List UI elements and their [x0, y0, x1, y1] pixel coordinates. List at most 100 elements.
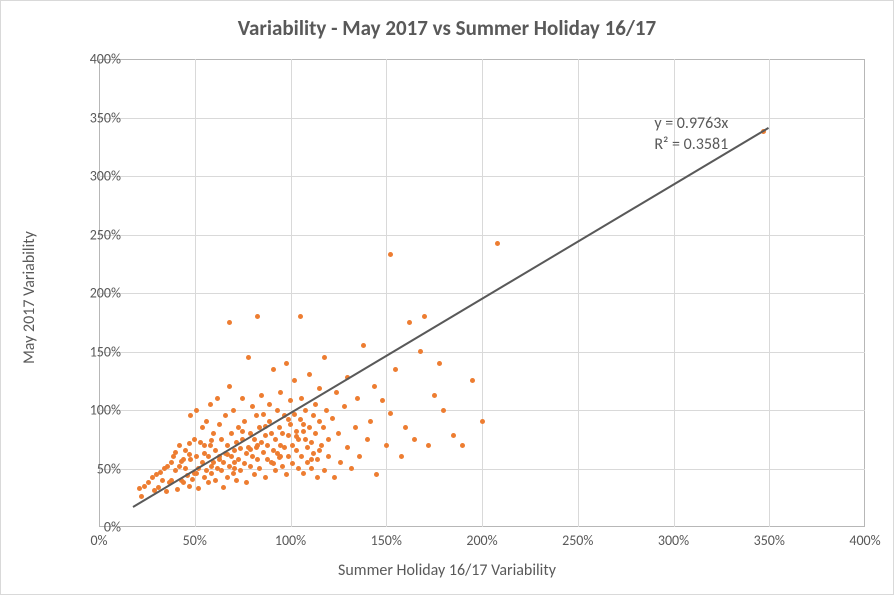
scatter-point: [313, 431, 318, 436]
y-tick: 150%: [90, 343, 121, 360]
x-tick: 50%: [183, 532, 207, 549]
scatter-point: [227, 384, 232, 389]
x-tick: 250%: [562, 532, 593, 549]
scatter-point: [336, 431, 341, 436]
scatter-point: [227, 320, 232, 325]
scatter-point: [208, 402, 213, 407]
scatter-point: [311, 451, 316, 456]
scatter-point: [240, 396, 245, 401]
scatter-point: [317, 419, 322, 424]
scatter-point: [250, 404, 255, 409]
scatter-point: [194, 408, 199, 413]
scatter-point: [284, 361, 289, 366]
scatter-point: [290, 443, 295, 448]
y-tick: 250%: [90, 226, 121, 243]
scatter-point: [267, 402, 272, 407]
gridline-h: [99, 352, 865, 353]
scatter-point: [202, 443, 207, 448]
y-tick: 0%: [104, 519, 121, 536]
scatter-point: [277, 425, 282, 430]
scatter-point: [303, 408, 308, 413]
scatter-point: [403, 425, 408, 430]
scatter-point: [338, 460, 343, 465]
gridline-h: [99, 410, 865, 411]
scatter-point: [294, 429, 299, 434]
scatter-point: [273, 437, 278, 442]
scatter-point: [426, 443, 431, 448]
scatter-point: [139, 494, 144, 499]
scatter-point: [286, 417, 291, 422]
scatter-point: [248, 464, 253, 469]
scatter-point: [227, 464, 232, 469]
scatter-point: [181, 480, 186, 485]
scatter-point: [177, 464, 182, 469]
scatter-point: [204, 419, 209, 424]
scatter-point: [374, 472, 379, 477]
gridline-h: [99, 176, 865, 177]
scatter-point: [451, 433, 456, 438]
chart-title: Variability - May 2017 vs Summer Holiday…: [1, 15, 893, 41]
scatter-point: [164, 489, 169, 494]
scatter-point: [365, 437, 370, 442]
scatter-point: [330, 416, 335, 421]
scatter-point: [217, 422, 222, 427]
scatter-point: [355, 396, 360, 401]
scatter-point: [342, 404, 347, 409]
scatter-point: [261, 450, 266, 455]
scatter-point: [229, 431, 234, 436]
scatter-point: [179, 459, 184, 464]
x-tick: 350%: [754, 532, 785, 549]
scatter-point: [200, 425, 205, 430]
scatter-point: [137, 486, 142, 491]
scatter-point: [319, 443, 324, 448]
scatter-point: [388, 411, 393, 416]
scatter-point: [315, 457, 320, 462]
x-axis-label: Summer Holiday 16/17 Variability: [1, 561, 893, 580]
scatter-point: [187, 484, 192, 489]
y-tick: 50%: [97, 460, 121, 477]
scatter-point: [208, 443, 213, 448]
scatter-point: [240, 429, 245, 434]
scatter-point: [160, 478, 165, 483]
scatter-point: [384, 443, 389, 448]
gridline-h: [99, 293, 865, 294]
scatter-point: [275, 408, 280, 413]
scatter-point: [183, 466, 188, 471]
scatter-point: [194, 471, 199, 476]
equation-line: y = 0.9763x: [654, 113, 728, 135]
scatter-point: [219, 437, 224, 442]
scatter-point: [221, 485, 226, 490]
y-tick: 350%: [90, 109, 121, 126]
scatter-point: [269, 431, 274, 436]
chart-frame: Variability - May 2017 vs Summer Holiday…: [0, 0, 894, 595]
scatter-point: [393, 367, 398, 372]
scatter-point: [480, 419, 485, 424]
r-squared-line: R² = 0.3581: [654, 134, 728, 156]
scatter-point: [288, 422, 293, 427]
scatter-point: [225, 443, 230, 448]
scatter-point: [324, 408, 329, 413]
gridline-h: [99, 469, 865, 470]
scatter-point: [190, 477, 195, 482]
x-tick: 200%: [466, 532, 497, 549]
scatter-point: [422, 314, 427, 319]
y-tick: 100%: [90, 402, 121, 419]
y-axis-label: May 2017 Variability: [19, 1, 39, 594]
scatter-point: [252, 437, 257, 442]
scatter-point: [334, 390, 339, 395]
scatter-point: [407, 320, 412, 325]
scatter-point: [460, 443, 465, 448]
scatter-point: [187, 452, 192, 457]
scatter-point: [321, 425, 326, 430]
scatter-point: [284, 472, 289, 477]
scatter-point: [177, 443, 182, 448]
scatter-point: [298, 314, 303, 319]
scatter-point: [301, 422, 306, 427]
x-tick: 150%: [371, 532, 402, 549]
plot-area: y = 0.9763xR² = 0.3581: [99, 59, 865, 527]
scatter-point: [244, 480, 249, 485]
x-tick: 400%: [849, 532, 880, 549]
scatter-point: [254, 413, 259, 418]
scatter-point: [236, 457, 241, 462]
scatter-point: [196, 486, 201, 491]
